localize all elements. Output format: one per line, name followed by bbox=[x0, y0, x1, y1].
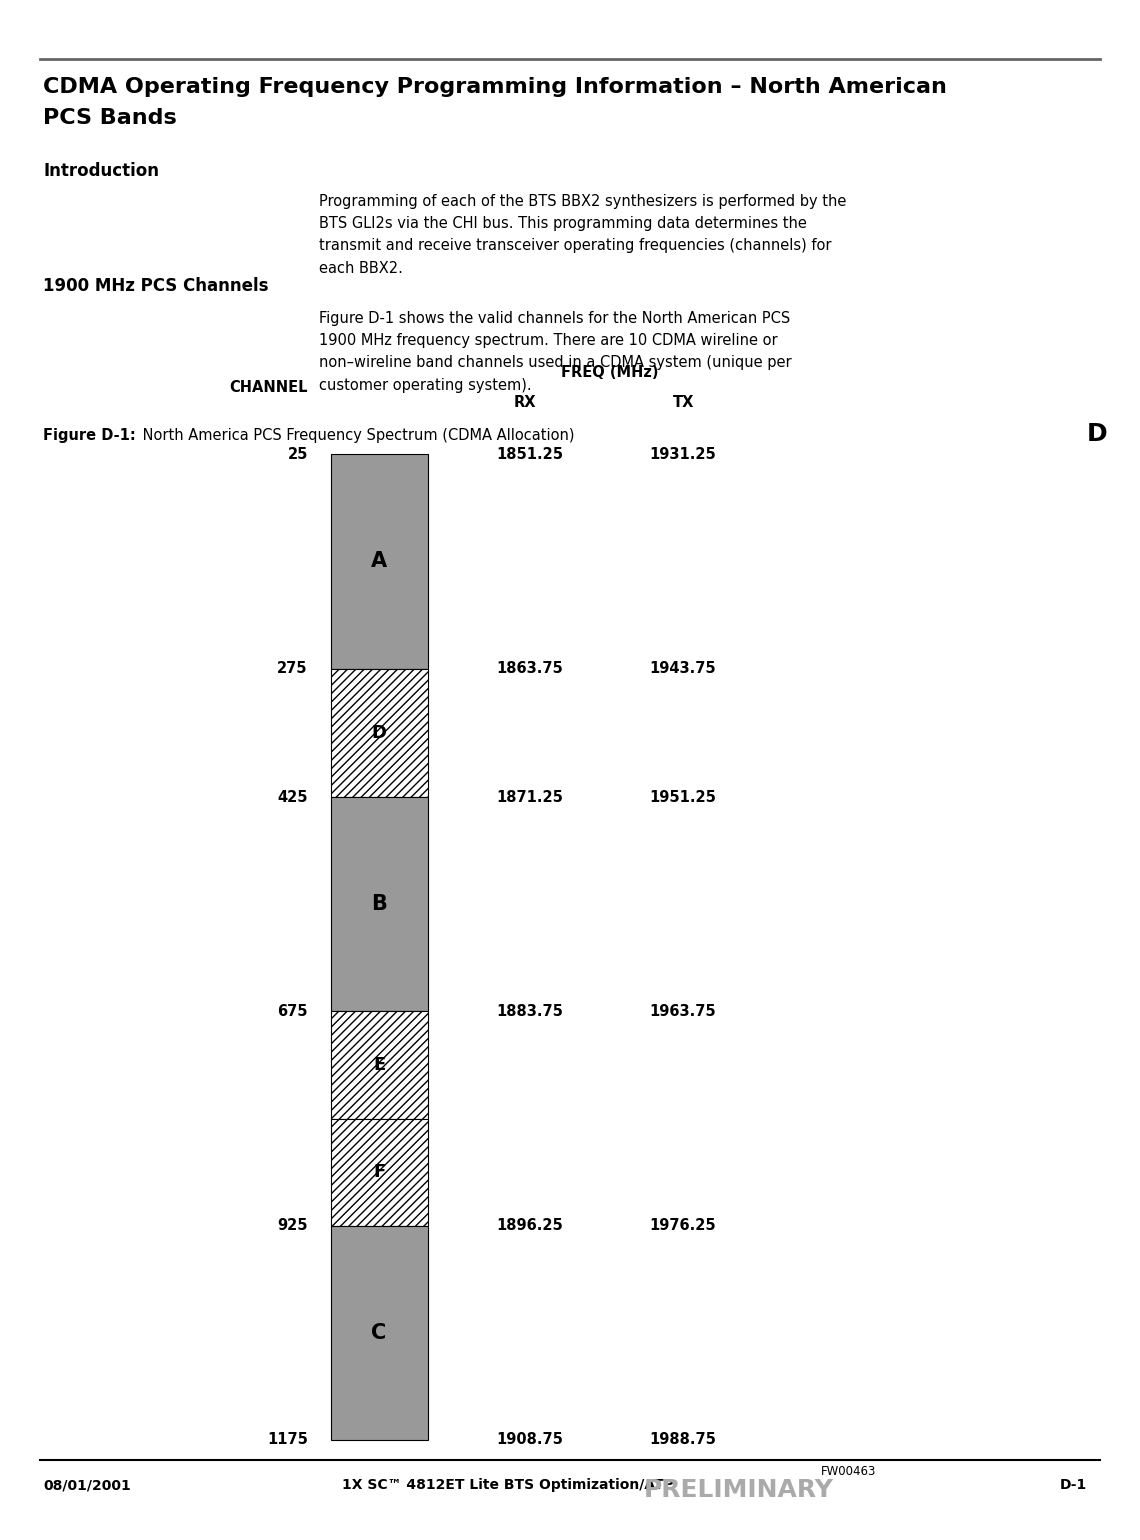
Text: 1988.75: 1988.75 bbox=[650, 1432, 717, 1448]
Text: 08/01/2001: 08/01/2001 bbox=[43, 1478, 131, 1492]
Text: 425: 425 bbox=[277, 790, 308, 804]
Bar bbox=[331, 1012, 428, 1118]
Bar bbox=[331, 668, 428, 798]
Text: E: E bbox=[373, 1056, 385, 1073]
Text: Introduction: Introduction bbox=[43, 162, 160, 180]
Text: 1976.25: 1976.25 bbox=[650, 1218, 716, 1234]
Text: 1896.25: 1896.25 bbox=[496, 1218, 563, 1234]
Text: 1963.75: 1963.75 bbox=[650, 1004, 716, 1019]
Text: TX: TX bbox=[674, 394, 694, 410]
Text: C: C bbox=[372, 1323, 386, 1343]
Text: F: F bbox=[373, 1163, 385, 1181]
Bar bbox=[331, 798, 428, 1012]
Text: D: D bbox=[372, 724, 386, 742]
Text: FREQ (MHz): FREQ (MHz) bbox=[561, 365, 659, 380]
Text: CHANNEL: CHANNEL bbox=[229, 380, 308, 396]
Text: 1175: 1175 bbox=[267, 1432, 308, 1448]
Text: 1908.75: 1908.75 bbox=[496, 1432, 563, 1448]
Text: 1863.75: 1863.75 bbox=[496, 661, 563, 676]
Text: D-1: D-1 bbox=[1060, 1478, 1088, 1492]
Text: 675: 675 bbox=[277, 1004, 308, 1019]
Text: 25: 25 bbox=[287, 447, 308, 462]
Text: 275: 275 bbox=[277, 661, 308, 676]
Text: RX: RX bbox=[513, 394, 536, 410]
Text: 1871.25: 1871.25 bbox=[496, 790, 563, 804]
Text: 1900 MHz PCS Channels: 1900 MHz PCS Channels bbox=[43, 277, 269, 296]
Text: FW00463: FW00463 bbox=[821, 1465, 877, 1477]
Text: Programming of each of the BTS BBX2 synthesizers is performed by the
BTS GLI2s v: Programming of each of the BTS BBX2 synt… bbox=[319, 194, 847, 276]
Text: Figure D-1:: Figure D-1: bbox=[43, 428, 136, 444]
Text: 1943.75: 1943.75 bbox=[650, 661, 716, 676]
Bar bbox=[331, 454, 428, 668]
Bar bbox=[331, 1226, 428, 1440]
Text: A: A bbox=[370, 551, 388, 571]
Text: B: B bbox=[372, 895, 386, 915]
Text: PCS Bands: PCS Bands bbox=[43, 108, 177, 128]
Text: CDMA Operating Frequency Programming Information – North American: CDMA Operating Frequency Programming Inf… bbox=[43, 77, 947, 97]
Text: North America PCS Frequency Spectrum (CDMA Allocation): North America PCS Frequency Spectrum (CD… bbox=[138, 428, 575, 444]
Bar bbox=[331, 1118, 428, 1226]
Text: 925: 925 bbox=[277, 1218, 308, 1234]
Text: 1X SC™ 4812ET Lite BTS Optimization/ATP: 1X SC™ 4812ET Lite BTS Optimization/ATP bbox=[342, 1478, 674, 1492]
Text: 1951.25: 1951.25 bbox=[650, 790, 717, 804]
Text: 1931.25: 1931.25 bbox=[650, 447, 717, 462]
Text: Figure D-1 shows the valid channels for the North American PCS
1900 MHz frequenc: Figure D-1 shows the valid channels for … bbox=[319, 311, 792, 393]
Text: 1851.25: 1851.25 bbox=[496, 447, 563, 462]
Text: D: D bbox=[1086, 422, 1108, 447]
Text: PRELIMINARY: PRELIMINARY bbox=[644, 1478, 834, 1503]
Text: 1883.75: 1883.75 bbox=[496, 1004, 563, 1019]
